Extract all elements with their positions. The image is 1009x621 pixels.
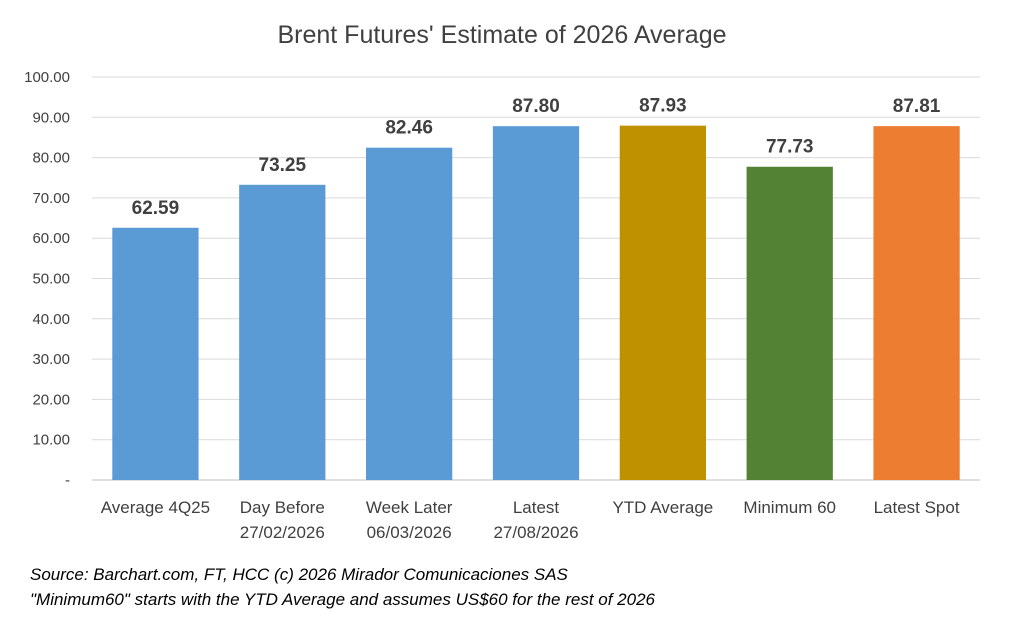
category-label: Latest Spot — [874, 498, 960, 517]
bar — [239, 184, 326, 481]
bar — [112, 227, 199, 480]
chart-title: Brent Futures' Estimate of 2026 Average — [277, 21, 726, 49]
bar — [746, 166, 833, 480]
source-note: Source: Barchart.com, FT, HCC (c) 2026 M… — [30, 565, 568, 584]
y-tick-label: 100.00 — [24, 69, 70, 86]
y-tick-label: 80.00 — [32, 150, 70, 167]
data-label: 62.59 — [132, 198, 180, 219]
x-axis-category-labels: Average 4Q25 Day Before 27/02/2026 Week Lat… — [101, 498, 960, 542]
data-label: 87.81 — [893, 96, 941, 117]
y-tick-label: 90.00 — [32, 109, 70, 126]
category-label: YTD Average — [612, 498, 713, 517]
category-label: Minimum 60 — [743, 498, 836, 517]
bar — [619, 125, 706, 481]
bars — [112, 125, 960, 481]
y-tick-label: 60.00 — [32, 230, 70, 247]
bar-chart: Brent Futures' Estimate of 2026 Average … — [24, 21, 980, 542]
data-label: 77.73 — [766, 137, 814, 158]
y-tick-label: 10.00 — [32, 432, 70, 449]
bar — [366, 147, 453, 480]
bar — [492, 126, 580, 480]
category-label: Week Later — [366, 498, 453, 517]
y-tick-label: 20.00 — [32, 391, 70, 408]
y-tick-label: 70.00 — [32, 190, 70, 207]
y-axis-tick-labels: - 10.00 20.00 30.00 40.00 50.00 60.00 70.00 80.0… — [24, 69, 70, 489]
y-tick-label: - — [65, 472, 70, 489]
data-label: 87.80 — [512, 96, 560, 117]
category-label: Day Before — [240, 498, 325, 517]
category-label: 27/02/2026 — [240, 523, 325, 542]
category-label: Latest — [513, 498, 560, 517]
data-label: 73.25 — [259, 155, 307, 176]
y-tick-label: 30.00 — [32, 351, 70, 368]
category-label: Average 4Q25 — [101, 498, 210, 517]
data-labels: 62.59 73.25 82.46 87.80 87.93 77.73 87.81 — [132, 96, 941, 219]
minimum60-note: "Minimum60" starts with the YTD Average … — [30, 590, 655, 609]
category-label: 27/08/2026 — [493, 523, 578, 542]
bar — [873, 126, 960, 480]
category-label: 06/03/2026 — [367, 523, 452, 542]
data-label: 87.93 — [639, 96, 687, 117]
data-label: 82.46 — [385, 118, 433, 139]
y-tick-label: 40.00 — [32, 311, 70, 328]
y-tick-label: 50.00 — [32, 271, 70, 288]
